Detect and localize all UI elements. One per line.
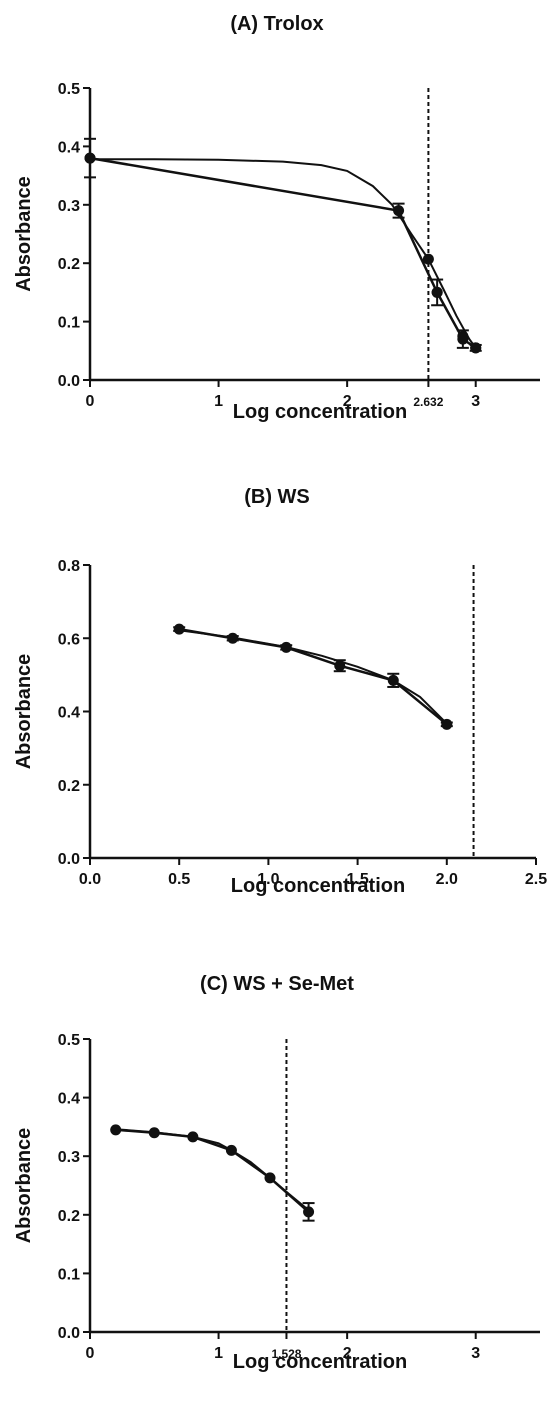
data-point	[173, 623, 185, 635]
chart-panel-1: (A) Trolox 0.0 0.1 0.2 0.3 0.4 0.5 0 1 2 3 2.632 Log…	[13, 13, 540, 423]
data-point	[387, 674, 399, 686]
y-tick-label: 0.6	[58, 631, 80, 648]
data-point	[187, 1131, 199, 1143]
data-point	[84, 152, 96, 164]
y-tick-label: 0.2	[58, 256, 80, 273]
x-axis-label: Log concentration	[231, 875, 405, 897]
fit-curve	[179, 629, 448, 725]
x-tick-label: 3	[471, 1345, 480, 1362]
data-point	[227, 632, 239, 644]
y-tick-label: 0.0	[58, 851, 80, 868]
y-tick-label: 0.0	[58, 373, 80, 390]
series-line	[89, 156, 477, 349]
y-tick-label: 0.0	[58, 1325, 80, 1342]
y-tick-label: 0.3	[58, 198, 80, 215]
data-point	[110, 1124, 122, 1136]
x-tick-label: 3	[471, 393, 480, 410]
fit-curve	[115, 1128, 310, 1211]
x-axis-label: Log concentration	[233, 401, 407, 423]
y-axis-label: Absorbance	[13, 654, 35, 770]
x-tick-label: 0	[86, 1345, 95, 1362]
x-tick-label: 2	[343, 393, 352, 410]
x-tick-label: 1.0	[257, 871, 279, 888]
data-point	[457, 330, 469, 342]
y-tick-label: 0.2	[58, 778, 80, 795]
reference-line-label: 2.632	[413, 395, 443, 409]
y-tick-label: 0.3	[58, 1149, 80, 1166]
data-point	[422, 253, 434, 265]
y-tick-label: 0.4	[58, 1091, 80, 1108]
y-tick-label: 0.5	[58, 81, 80, 98]
y-tick-label: 0.4	[58, 139, 80, 156]
data-point	[225, 1144, 237, 1156]
chart-title: (C) WS + Se-Met	[200, 973, 354, 995]
data-point	[441, 718, 453, 730]
x-tick-label: 2.0	[436, 871, 458, 888]
data-point	[334, 660, 346, 672]
data-point	[280, 641, 292, 653]
x-tick-label: 0.5	[168, 871, 190, 888]
x-tick-label: 0	[86, 393, 95, 410]
y-axis-label: Absorbance	[13, 176, 35, 292]
chart-panel-3: (C) WS + Se-Met 0.0 0.1 0.2 0.3 0.4 0.5 0 1 2 3 1.5…	[13, 973, 540, 1373]
x-tick-label: 2.5	[525, 871, 547, 888]
x-tick-label: 0.0	[79, 871, 101, 888]
y-tick-label: 0.4	[58, 705, 80, 722]
x-axis-label: Log concentration	[233, 1351, 407, 1373]
y-axis-label: Absorbance	[13, 1128, 35, 1244]
data-point	[264, 1172, 276, 1184]
data-point	[393, 205, 405, 217]
data-point	[470, 342, 482, 354]
chart-title: (B) WS	[244, 486, 310, 508]
y-tick-label: 0.1	[58, 1266, 80, 1283]
x-tick-label: 2	[343, 1345, 352, 1362]
data-point	[148, 1127, 160, 1139]
data-point	[303, 1206, 315, 1218]
y-tick-label: 0.8	[58, 558, 80, 575]
chart-title: (A) Trolox	[230, 13, 323, 35]
y-tick-label: 0.5	[58, 1032, 80, 1049]
series-line	[115, 1128, 310, 1213]
data-point	[431, 286, 443, 298]
x-tick-label: 1	[214, 1345, 223, 1362]
chart-panel-2: (B) WS 0.0 0.2 0.4 0.6 0.8 0.0 0.5 1.0 1.5 2.0 2.5 L…	[13, 486, 547, 897]
y-tick-label: 0.2	[58, 1208, 80, 1225]
y-tick-label: 0.1	[58, 315, 80, 332]
reference-line-label: 1.528	[271, 1347, 301, 1361]
x-tick-label: 1.5	[346, 871, 368, 888]
series-line	[178, 627, 448, 726]
fit-curve	[90, 158, 477, 349]
x-tick-label: 1	[214, 393, 223, 410]
